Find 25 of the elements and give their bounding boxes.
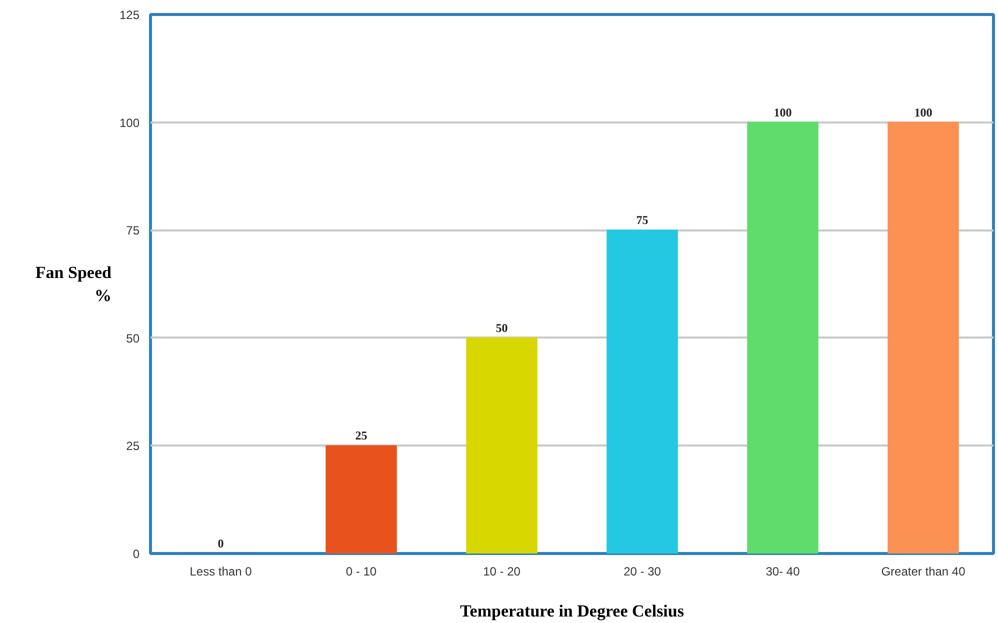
x-tick-label: Greater than 40 [881, 564, 966, 578]
y-axis-title: Fan Speed % [35, 263, 112, 305]
x-tick-label: 30- 40 [766, 564, 800, 578]
y-tick-label: 25 [126, 439, 140, 454]
data-label: 75 [636, 213, 648, 228]
bar [606, 230, 678, 554]
x-tick-label: 10 - 20 [483, 564, 521, 578]
data-label: 50 [496, 320, 508, 335]
data-label: 100 [774, 105, 792, 120]
x-tick-label: 0 - 10 [346, 564, 377, 578]
x-tick-label: Less than 0 [190, 564, 252, 578]
bar [466, 337, 538, 554]
bar [326, 445, 397, 554]
y-tick-label: 100 [119, 116, 140, 130]
y-tick-label: 125 [119, 8, 140, 22]
y-tick-label: 0 [132, 547, 140, 561]
y-tick-label: 50 [126, 331, 140, 346]
bar [888, 122, 959, 554]
data-label: 0 [218, 536, 224, 550]
x-tick-label: 20 - 30 [624, 564, 662, 578]
x-axis-title: Temperature in Degree Celsius [460, 602, 684, 620]
data-label: 100 [914, 105, 932, 120]
bar [747, 122, 818, 554]
data-label: 25 [355, 428, 368, 443]
y-tick-label: 75 [126, 224, 140, 238]
